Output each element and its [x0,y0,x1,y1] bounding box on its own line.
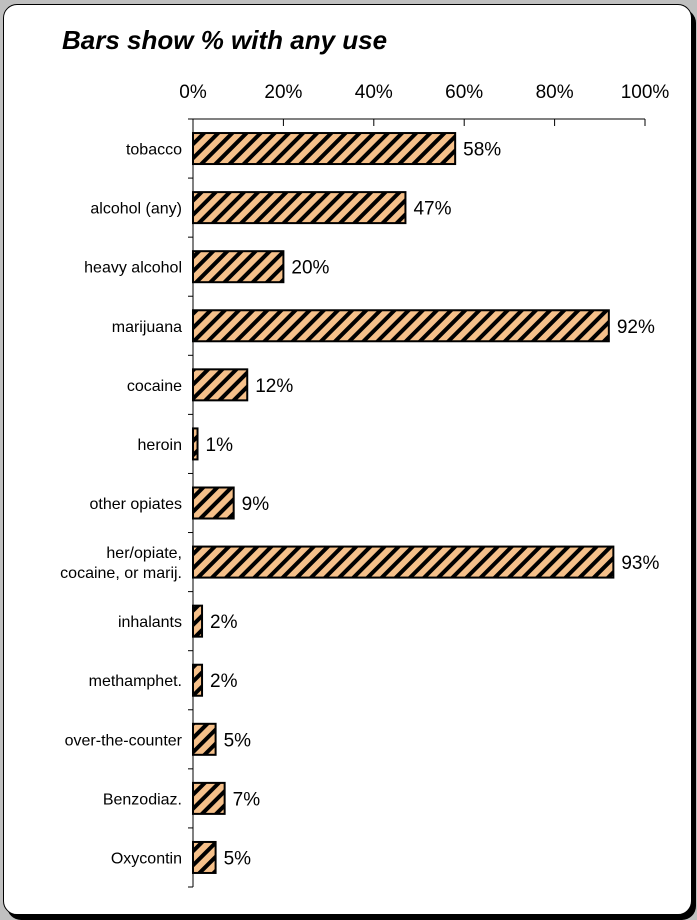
value-label: 1% [206,435,234,456]
x-tick-label: 0% [179,82,207,103]
value-label: 93% [621,553,659,574]
chart-panel: Bars show % with any use 0% 20% 40% 60% 80% 1… [3,4,692,915]
category-label: other opiates [89,496,182,513]
value-label: 58% [463,140,501,161]
value-label: 5% [224,730,252,751]
category-label-line: Benzodiaz. [103,791,182,808]
category-label: her/opiate, cocaine, or marij. [60,545,182,582]
bar [192,722,217,756]
category-label-line: marijuana [112,319,182,336]
value-label: 47% [413,199,451,220]
category-label: Benzodiaz. [103,791,182,808]
bar [192,545,615,579]
category-label: tobacco [126,142,182,159]
bar [192,132,457,166]
category-label-line: alcohol (any) [90,201,182,218]
bar [192,840,217,874]
category-label: methamphet. [89,673,182,690]
category-label-line: methamphet. [89,673,182,690]
category-label: cocaine [127,378,182,395]
category-label-line: Oxycontin [111,850,182,867]
value-label: 2% [210,671,238,692]
chart-title: Bars show % with any use [62,25,387,55]
category-label: alcohol (any) [90,201,182,218]
x-tick-label: 100% [621,82,670,103]
value-label: 5% [224,848,252,869]
value-label: 12% [255,376,293,397]
value-label: 7% [233,789,261,810]
category-label-line: other opiates [89,496,182,513]
category-label-line: heavy alcohol [84,260,182,277]
category-label-line: inhalants [118,614,182,631]
bar [192,663,204,697]
category-label-line: cocaine, or marij. [60,565,182,582]
value-label: 9% [242,494,270,515]
category-label: heavy alcohol [84,260,182,277]
bar [192,250,285,284]
bar [192,427,199,461]
category-label-line: heroin [138,437,182,454]
value-label: 2% [210,612,238,633]
category-label: over-the-counter [65,732,183,749]
bar [192,368,249,402]
bars: 58% tobacco 47% alcohol (any) 20% heavy alcoh… [60,132,659,874]
x-tick-label: 80% [536,82,574,103]
category-label: Oxycontin [111,850,182,867]
category-label: marijuana [112,319,182,336]
bar [192,781,226,815]
category-label-line: her/opiate, [106,545,182,562]
x-tick-label: 20% [264,82,302,103]
x-tick-label: 40% [355,82,393,103]
bar [192,191,407,225]
bar-chart: Bars show % with any use 0% 20% 40% 60% 80% 1… [60,25,670,888]
x-axis: 0% 20% 40% 60% 80% 100% [179,82,670,888]
bar [192,604,204,638]
value-label: 92% [617,317,655,338]
category-label-line: over-the-counter [65,732,183,749]
category-label: inhalants [118,614,182,631]
category-label: heroin [138,437,182,454]
bar [192,486,235,520]
x-tick-label: 60% [445,82,483,103]
value-label: 20% [291,258,329,279]
bar [192,309,610,343]
category-label-line: tobacco [126,142,182,159]
category-label-line: cocaine [127,378,182,395]
